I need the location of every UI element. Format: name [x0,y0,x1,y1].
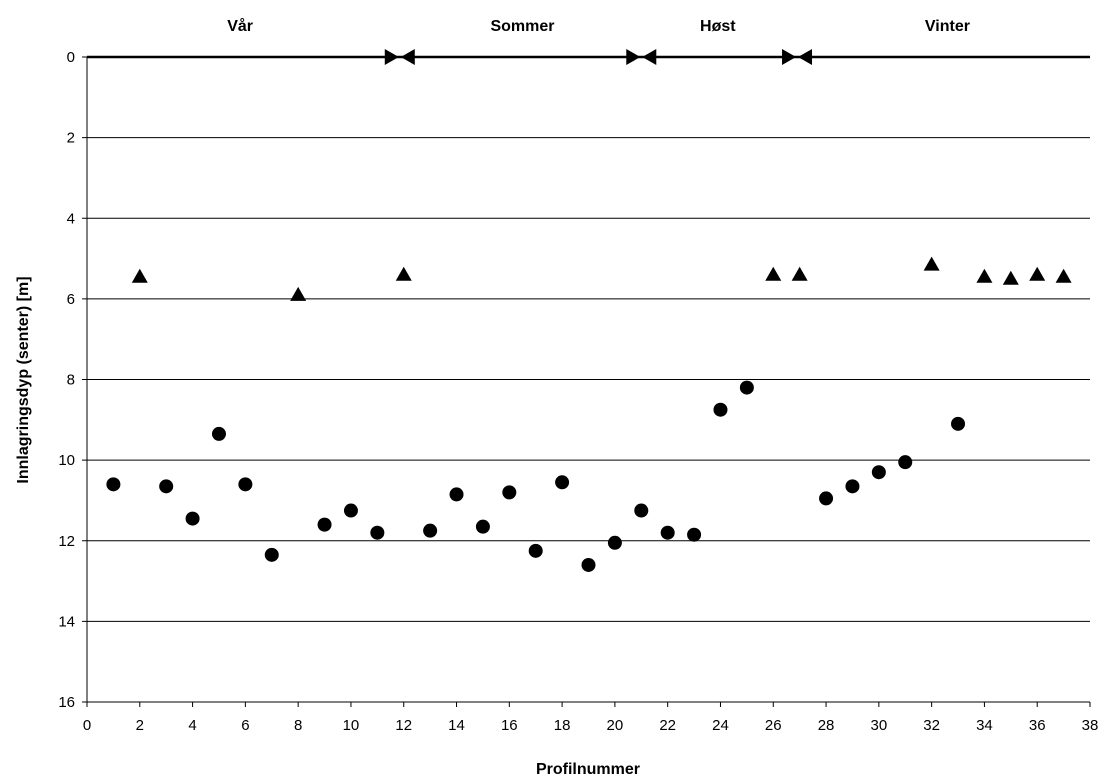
season-arrow-end-2 [782,49,797,65]
point-circle-4 [238,477,253,492]
season-arrow-start-2 [798,49,813,65]
y-tick-label-14: 14 [58,613,75,630]
season-arrow-start-1 [642,49,657,65]
point-triangle-7 [1002,270,1019,285]
x-tick-label-28: 28 [818,717,835,734]
x-tick-label-10: 10 [343,717,360,734]
point-circle-14 [555,475,570,490]
point-triangle-6 [976,268,993,283]
data-marks [106,256,1072,572]
y-tick-label-0: 0 [67,49,75,66]
point-triangle-4 [791,266,808,281]
point-circle-0 [106,477,121,492]
season-bar: Vår Sommer Høst Vinter [87,17,1090,65]
x-tick-label-22: 22 [659,717,676,734]
point-circle-26 [951,416,966,431]
x-tick-label-30: 30 [870,717,887,734]
point-triangle-0 [131,268,148,283]
point-triangle-8 [1029,266,1046,281]
x-tick-label-14: 14 [448,717,465,734]
point-circle-8 [370,525,385,540]
point-triangle-5 [923,256,940,271]
y-tick-label-6: 6 [67,291,75,308]
point-circle-19 [687,527,702,542]
x-tick-label-16: 16 [501,717,518,734]
point-circle-25 [898,455,913,470]
point-circle-16 [607,535,622,550]
x-tick-label-32: 32 [923,717,940,734]
x-tick-label-36: 36 [1029,717,1046,734]
x-tick-label-18: 18 [554,717,571,734]
x-tick-label-26: 26 [765,717,782,734]
x-tick-label-4: 4 [188,717,196,734]
point-circle-17 [634,503,649,518]
point-triangle-2 [395,266,412,281]
point-triangle-3 [765,266,782,281]
season-label-3: Vinter [925,18,970,35]
season-arrow-end-1 [626,49,641,65]
x-axis-title: Profilnummer [536,761,640,778]
y-axis-title: Innlagringsdyp (senter) [m] [15,276,32,483]
x-tick-label-2: 2 [136,717,144,734]
season-label-2: Høst [700,18,736,35]
point-circle-12 [502,485,517,500]
point-circle-24 [871,465,886,480]
point-circle-11 [475,519,490,534]
point-circle-20 [713,402,728,417]
x-tick-label-0: 0 [83,717,91,734]
season-arrow-end-0 [384,49,399,65]
y-tick-label-16: 16 [58,694,75,711]
point-circle-15 [581,557,596,572]
point-circle-18 [660,525,675,540]
x-tick-label-8: 8 [294,717,302,734]
x-tick-label-12: 12 [395,717,412,734]
point-circle-10 [449,487,464,502]
point-circle-7 [343,503,358,518]
season-label-0: Vår [227,17,253,35]
point-circle-13 [528,543,543,558]
x-tick-label-24: 24 [712,717,729,734]
y-tick-label-2: 2 [67,130,75,147]
point-circle-5 [264,547,279,562]
point-circle-6 [317,517,332,532]
season-label-1: Sommer [490,18,554,35]
x-tick-label-6: 6 [241,717,249,734]
y-tick-label-10: 10 [58,452,75,469]
point-triangle-9 [1055,268,1072,283]
y-tick-label-8: 8 [67,372,75,389]
x-tick-label-20: 20 [607,717,624,734]
gridlines [87,137,1090,703]
y-tick-label-12: 12 [58,533,75,550]
point-circle-1 [159,479,174,494]
point-circle-2 [185,511,200,526]
point-circle-21 [739,380,754,395]
point-circle-9 [423,523,438,538]
season-arrow-start-0 [400,49,415,65]
point-circle-23 [845,479,860,494]
point-circle-3 [211,426,226,441]
point-circle-22 [819,491,834,506]
point-triangle-1 [290,286,307,301]
y-tick-label-4: 4 [67,210,75,227]
x-tick-label-38: 38 [1082,717,1099,734]
x-tick-label-34: 34 [976,717,993,734]
